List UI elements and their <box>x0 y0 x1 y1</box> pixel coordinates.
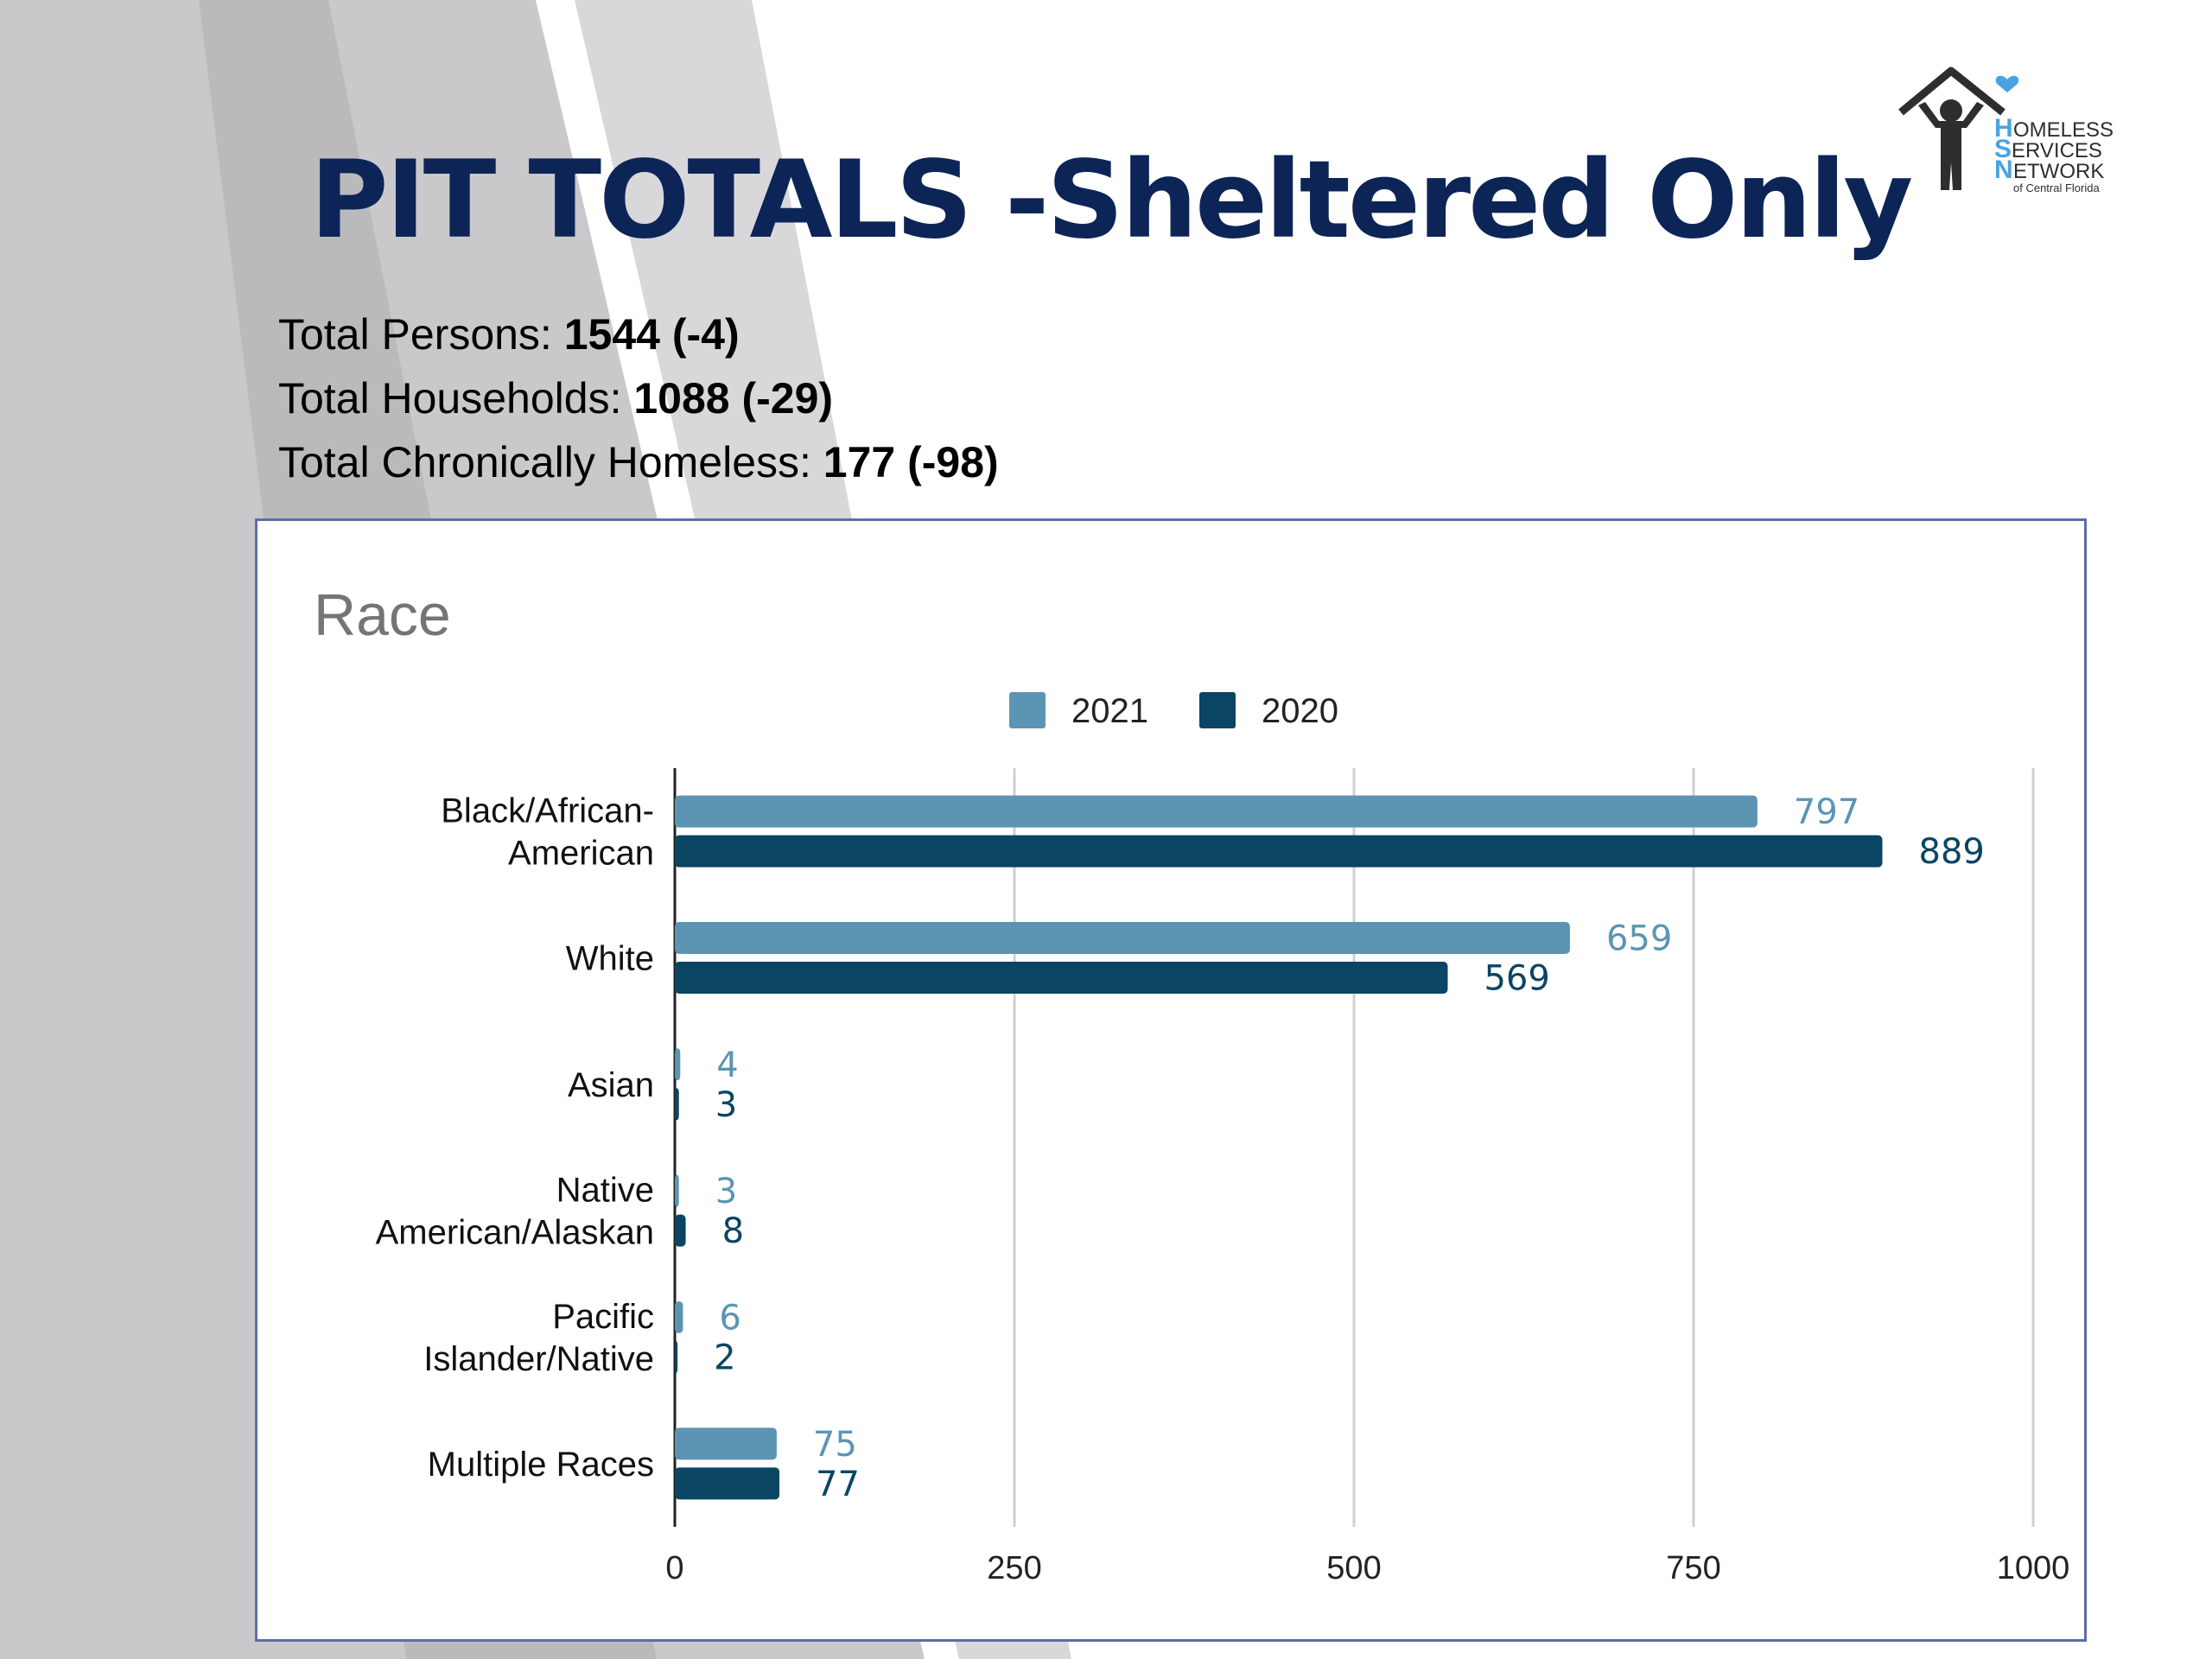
stat-label: Total Chronically Homeless: <box>278 438 823 486</box>
data-label: 2 <box>714 1338 735 1378</box>
legend-swatch <box>1199 692 1236 728</box>
y-category-label: Native <box>556 1172 654 1210</box>
hsn-logo: H OMELESS S ERVICES N ETWORK of Central … <box>1898 67 2113 194</box>
y-category-label: American/Alaskan <box>376 1214 654 1252</box>
y-category-label: White <box>566 940 654 978</box>
bar-2021 <box>675 922 1570 954</box>
logo-tagline: of Central Florida <box>2013 181 2100 194</box>
stat-label: Total Households: <box>278 374 634 423</box>
bar-2020 <box>675 1467 780 1500</box>
bar-2021 <box>675 1048 681 1081</box>
legend-swatch <box>1009 692 1046 728</box>
y-category-label: Black/African- <box>441 792 654 830</box>
bar-2021 <box>675 1301 683 1333</box>
data-label: 797 <box>1794 792 1859 832</box>
data-label: 3 <box>715 1172 737 1211</box>
logo-line: ERVICES <box>2012 139 2102 162</box>
y-category-label: American <box>508 835 654 873</box>
race-chart-svg: 0 250 500 750 1000 Black/African- American 797 8… <box>376 692 2070 1586</box>
logo-initial: S <box>1994 135 2012 163</box>
data-label: 889 <box>1919 832 1985 872</box>
data-label: 3 <box>715 1085 737 1125</box>
bar-2020 <box>675 962 1448 994</box>
legend-label: 2021 <box>1071 692 1148 730</box>
stat-total-persons: Total Persons: 1544 (-4) <box>278 302 999 366</box>
data-label: 75 <box>813 1425 857 1465</box>
data-label: 77 <box>816 1465 860 1504</box>
stat-value: 177 (-98) <box>823 438 999 486</box>
y-category-label: Asian <box>568 1066 654 1104</box>
bar-2020 <box>675 1088 679 1121</box>
bar-2020 <box>675 1341 678 1373</box>
x-tick-label: 1000 <box>1997 1550 2070 1586</box>
stat-chronically-homeless: Total Chronically Homeless: 177 (-98) <box>278 430 999 494</box>
data-label: 4 <box>716 1046 738 1085</box>
logo-initial: N <box>1994 156 2013 184</box>
legend-label: 2020 <box>1262 692 1338 730</box>
x-tick-label: 750 <box>1666 1550 1720 1586</box>
bar-2020 <box>675 1214 686 1247</box>
data-label: 659 <box>1606 919 1672 959</box>
y-category-label: Multiple Races <box>428 1446 654 1484</box>
slide-title: PIT TOTALS -Sheltered Only <box>309 138 1913 263</box>
logo-line: ETWORK <box>2013 160 2104 183</box>
bar-2021 <box>675 1174 679 1207</box>
data-label: 8 <box>722 1211 744 1251</box>
stats-block: Total Persons: 1544 (-4) Total Household… <box>278 302 999 494</box>
heart-icon <box>1995 75 2019 92</box>
x-tick-label: 0 <box>665 1550 683 1586</box>
stat-value: 1088 (-29) <box>633 374 834 423</box>
logo-line: OMELESS <box>2013 118 2113 142</box>
y-category-label: Pacific <box>552 1298 654 1336</box>
logo-initial: H <box>1994 114 2013 143</box>
chart-title: Race <box>314 582 451 648</box>
race-chart: 0 250 500 750 1000 Black/African- American 797 8… <box>255 518 2087 1642</box>
data-label: 6 <box>719 1299 741 1338</box>
bar-2021 <box>675 795 1758 828</box>
x-tick-label: 500 <box>1326 1550 1381 1586</box>
stat-label: Total Persons: <box>278 310 564 359</box>
stat-value: 1544 (-4) <box>563 310 740 359</box>
bar-2021 <box>675 1427 777 1460</box>
y-category-label: Islander/Native <box>423 1340 654 1378</box>
stat-total-households: Total Households: 1088 (-29) <box>278 366 999 430</box>
data-label: 569 <box>1484 959 1549 999</box>
bar-2020 <box>675 835 1883 868</box>
x-tick-label: 250 <box>987 1550 1041 1586</box>
